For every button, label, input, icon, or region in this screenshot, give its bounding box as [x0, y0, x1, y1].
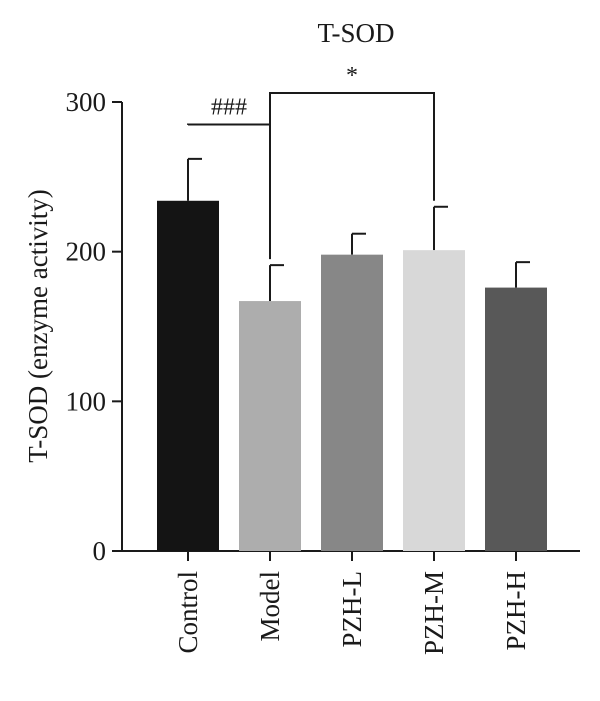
y-tick-label: 300: [66, 87, 107, 117]
bar-model: [239, 301, 301, 551]
bar-pzh-l: [321, 254, 383, 551]
significance-bracket: [187, 123, 271, 260]
y-tick-label: 0: [93, 536, 107, 566]
significance-bracket: [269, 92, 435, 201]
x-tick-label: Control: [173, 571, 203, 654]
x-tick-label: PZH-L: [337, 571, 367, 648]
y-tick-label: 200: [66, 237, 107, 267]
bar-pzh-m: [403, 250, 465, 552]
y-tick-label: 100: [66, 386, 107, 416]
x-tick-label: Model: [255, 571, 285, 642]
significance-label: *: [346, 63, 358, 89]
bar-pzh-h: [485, 287, 547, 551]
bar-control: [157, 200, 219, 551]
chart-title: T-SOD: [317, 18, 394, 48]
y-axis-label: T-SOD (enzyme activity): [23, 189, 53, 462]
significance-label: ###: [211, 94, 247, 120]
x-tick-label: PZH-H: [501, 571, 531, 651]
x-tick-label: PZH-M: [419, 571, 449, 655]
